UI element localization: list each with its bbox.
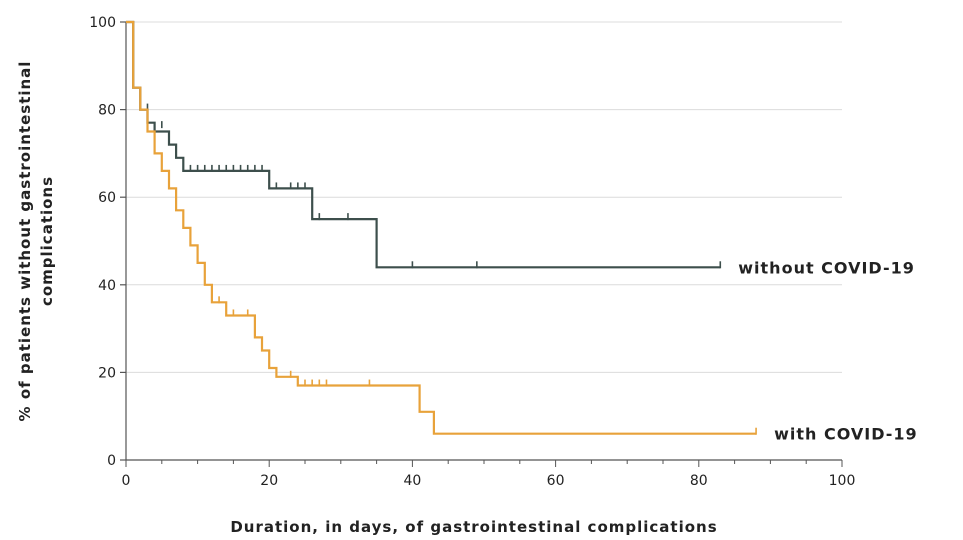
series-label-0: without COVID-19 (738, 258, 915, 277)
x-tick-label: 20 (260, 473, 278, 489)
x-tick-label: 40 (403, 473, 421, 489)
series-line-1 (126, 20, 757, 435)
x-axis-label: Duration, in days, of gastrointestinal c… (230, 518, 717, 536)
y-axis-label-line-0: % of patients without gastrointestinal (16, 61, 34, 422)
y-tick-label: 40 (98, 278, 116, 294)
y-tick-label: 60 (98, 190, 116, 206)
y-tick-label: 80 (98, 103, 116, 119)
y-tick-label: 0 (107, 453, 116, 469)
labels-group: without COVID-19 with COVID-19 Duration, i… (16, 61, 918, 536)
axes: 0 20 40 60 80 100 0 20 40 60 80 100 (89, 15, 855, 489)
series-label-1: with COVID-19 (774, 425, 918, 444)
x-tick-label: 80 (690, 473, 708, 489)
x-tick-label: 60 (547, 473, 565, 489)
y-axis-label-line-1: complications (38, 176, 56, 306)
series-group (126, 20, 757, 435)
x-tick-label: 0 (122, 473, 131, 489)
y-tick-label: 20 (98, 365, 116, 381)
gridlines (126, 21, 842, 373)
y-tick-label: 100 (89, 15, 116, 31)
series-line-0 (126, 20, 721, 269)
x-tick-label: 100 (829, 473, 856, 489)
